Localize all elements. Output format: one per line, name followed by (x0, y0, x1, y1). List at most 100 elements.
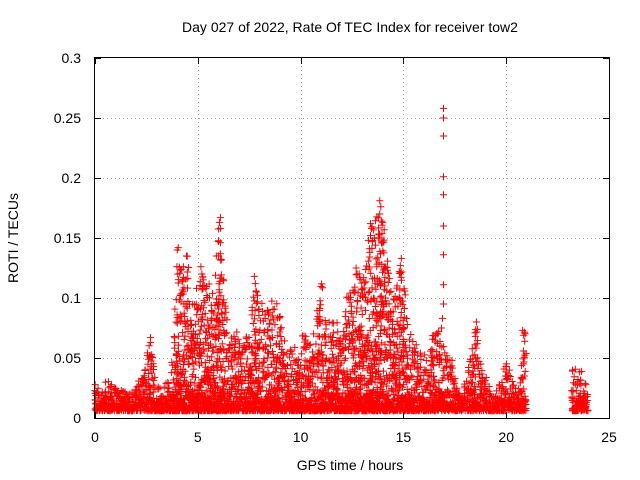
data-point (208, 353, 216, 361)
data-point (176, 311, 184, 319)
data-point (223, 316, 231, 324)
data-point (223, 329, 231, 337)
data-point (228, 365, 236, 373)
data-point (228, 383, 236, 391)
data-point (364, 257, 372, 265)
data-point (196, 326, 204, 334)
data-point (206, 323, 214, 331)
data-point (260, 357, 268, 365)
data-point (238, 367, 246, 375)
data-point (176, 266, 184, 274)
data-point (179, 328, 187, 336)
data-point (238, 349, 246, 357)
data-point (217, 366, 225, 374)
y-tick-label: 0.05 (54, 350, 81, 366)
data-point (213, 311, 221, 319)
data-point (569, 388, 577, 396)
data-point (363, 297, 371, 305)
data-point (150, 365, 158, 373)
data-point (209, 371, 217, 379)
data-point (254, 291, 262, 299)
data-point (428, 361, 436, 369)
data-point (302, 332, 310, 340)
data-point (372, 255, 380, 263)
data-point (221, 367, 229, 375)
data-point (259, 359, 267, 367)
data-point (328, 337, 336, 345)
data-point (180, 309, 188, 317)
data-point (215, 331, 223, 339)
data-point (142, 387, 150, 395)
x-tick-label: 5 (194, 429, 202, 445)
data-point (252, 352, 260, 360)
data-point (200, 304, 208, 312)
data-point (176, 269, 184, 277)
data-point (148, 369, 156, 377)
x-tick-label: 20 (498, 429, 514, 445)
y-tick-label: 0.15 (54, 230, 81, 246)
data-point (216, 214, 224, 222)
data-point (322, 325, 330, 333)
data-point (439, 114, 447, 122)
data-point (194, 317, 202, 325)
data-point (205, 280, 213, 288)
data-point (251, 356, 259, 364)
data-point (184, 325, 192, 333)
data-point (174, 341, 182, 349)
data-point (401, 291, 409, 299)
data-point (228, 362, 236, 370)
data-point (368, 223, 376, 231)
data-point (219, 321, 227, 329)
data-point (472, 344, 480, 352)
data-point (581, 380, 589, 388)
data-point (264, 349, 272, 357)
data-point (174, 279, 182, 287)
data-point (201, 298, 209, 306)
x-tick-labels: 0 5 10 15 20 25 (91, 429, 617, 445)
data-point (181, 377, 189, 385)
data-point (204, 334, 212, 342)
data-point (224, 397, 232, 405)
data-point (231, 353, 239, 361)
data-point (248, 311, 256, 319)
data-point (409, 337, 417, 345)
data-point (177, 370, 185, 378)
data-point (329, 333, 337, 341)
data-point (262, 341, 270, 349)
data-point (213, 348, 221, 356)
data-point (268, 334, 276, 342)
data-point (106, 383, 114, 391)
data-point (250, 272, 258, 280)
data-point (267, 381, 275, 389)
data-point (333, 362, 341, 370)
data-point (164, 379, 172, 387)
data-point (352, 264, 360, 272)
data-point (255, 305, 263, 313)
data-points (91, 104, 592, 415)
data-point (183, 268, 191, 276)
data-point (365, 289, 373, 297)
data-point (253, 298, 261, 306)
data-point (251, 331, 259, 339)
data-point (412, 341, 420, 349)
data-point (431, 377, 439, 385)
data-point (191, 330, 199, 338)
data-point (319, 284, 327, 292)
data-point (175, 352, 183, 360)
data-point (176, 390, 184, 398)
data-point (91, 381, 99, 389)
data-point (421, 351, 429, 359)
data-point (235, 340, 243, 348)
data-point (174, 332, 182, 340)
data-point (385, 274, 393, 282)
data-point (265, 309, 273, 317)
data-point (184, 361, 192, 369)
data-point (219, 385, 227, 393)
data-point (217, 362, 225, 370)
data-point (368, 377, 376, 385)
data-point (215, 218, 223, 226)
data-point (184, 284, 192, 292)
data-point (190, 365, 198, 373)
data-point (368, 224, 376, 232)
data-point (200, 346, 208, 354)
